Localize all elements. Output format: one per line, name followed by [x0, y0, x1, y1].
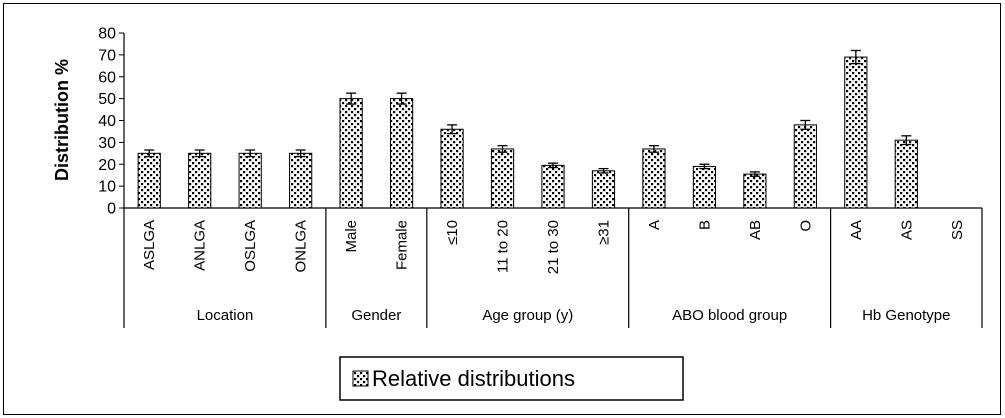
legend-swatch — [352, 370, 369, 387]
y-tick-label: 20 — [98, 157, 116, 174]
bar — [238, 152, 262, 209]
bar — [591, 170, 616, 209]
y-axis-label: Distribution % — [52, 59, 72, 181]
y-tick-label: 30 — [98, 135, 116, 152]
category-label: SS — [949, 220, 966, 240]
category-label: AB — [747, 220, 764, 240]
category-label: 11 to 20 — [495, 220, 512, 273]
legend-label: Relative distributions — [372, 366, 575, 391]
bar — [490, 148, 515, 209]
legend: Relative distributions — [339, 356, 684, 401]
y-tick-label: 70 — [98, 47, 116, 64]
bar — [339, 98, 363, 209]
bar — [389, 98, 414, 209]
category-label: Female — [394, 220, 411, 270]
group-label: ABO blood group — [672, 307, 787, 324]
legend-box — [339, 356, 684, 401]
group-label: Gender — [351, 307, 401, 324]
bar — [743, 173, 767, 209]
y-tick-label: 50 — [98, 91, 116, 108]
bar — [440, 128, 464, 209]
group-label: Location — [197, 307, 254, 324]
category-label: A — [646, 220, 663, 230]
bar — [137, 152, 161, 209]
category-label: AA — [848, 220, 865, 240]
chart-frame — [3, 3, 1001, 415]
category-label: OSLGA — [242, 220, 259, 272]
bar — [844, 56, 868, 209]
bar — [894, 139, 918, 209]
category-label: B — [696, 220, 713, 230]
bar — [793, 124, 817, 209]
bar — [188, 152, 212, 209]
bar — [289, 152, 313, 209]
category-label: ASLGA — [141, 220, 158, 270]
category-label: ANLGA — [192, 220, 209, 271]
y-tick-label: 10 — [98, 179, 116, 196]
group-label: Hb Genotype — [862, 307, 950, 324]
category-label: ≤10 — [444, 220, 461, 245]
category-label: O — [797, 220, 814, 232]
bar — [692, 165, 717, 209]
bar — [541, 164, 565, 209]
y-tick-label: 80 — [98, 26, 116, 43]
group-label: Age group (y) — [482, 307, 573, 324]
category-label: AS — [898, 220, 915, 240]
y-tick-label: 60 — [98, 69, 116, 86]
category-label: Male — [343, 220, 360, 253]
bar — [642, 148, 666, 209]
y-tick-label: 0 — [107, 201, 116, 218]
y-tick-label: 40 — [98, 113, 116, 130]
category-label: ONLGA — [293, 220, 310, 273]
category-label: 21 to 30 — [545, 220, 562, 274]
category-label: ≥31 — [595, 220, 612, 245]
